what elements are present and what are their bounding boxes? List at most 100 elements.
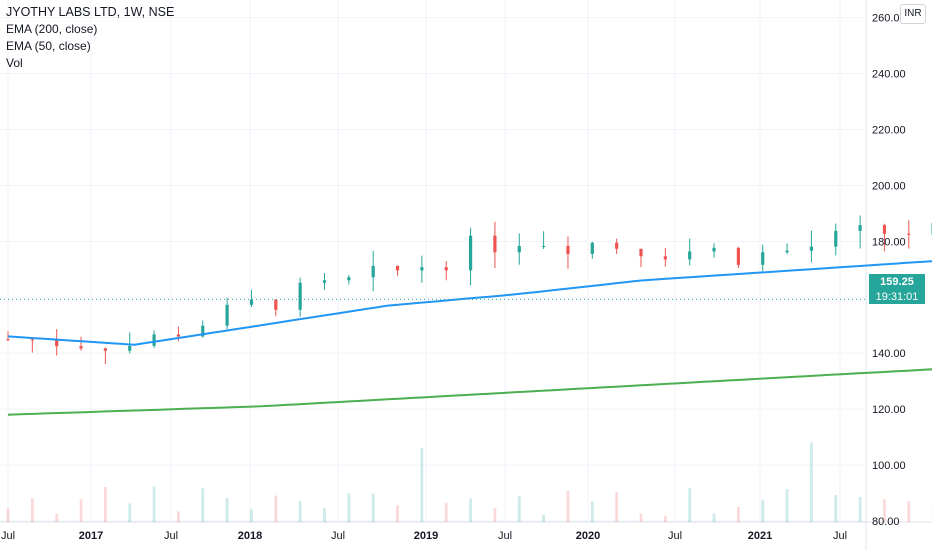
candle-body [444,267,448,271]
candle-body [688,251,692,260]
time-axis-label: Jul [668,530,682,542]
candle-body [176,334,181,337]
volume-bar [517,496,521,522]
volume-bar [542,514,546,522]
volume-bar [274,495,278,522]
candle-body [858,225,862,231]
candle-body [907,233,911,235]
time-axis-label: Jul [1,530,15,542]
volume-bar [663,515,667,522]
symbol-title[interactable]: JYOTHY LABS LTD, 1W, NSE [6,5,175,19]
candle-body [468,235,473,271]
volume-bar [712,513,716,522]
candle-body [347,277,351,281]
volume-bar [298,501,302,522]
candle-body [590,242,594,254]
volume-bar [79,499,83,522]
volume-bar [152,486,156,522]
volume-bar [883,499,886,522]
volume-bar [858,496,862,522]
candle-body [566,245,570,254]
candle-body [274,299,278,310]
ema200-line [7,368,932,416]
candle-body [249,299,254,305]
volume-bar [201,488,205,522]
volume-bar [444,502,448,522]
candle-body [395,265,400,271]
candle-body [298,282,302,310]
volume-bar [615,492,619,522]
candle-body [225,304,229,326]
volume-bar [420,447,424,522]
ema200-legend[interactable]: EMA (200, close) [6,22,98,36]
volume-bar [469,498,472,522]
candle-body [322,280,327,283]
bar-countdown-label: 19:31:01 [869,290,925,304]
ema50-legend[interactable]: EMA (50, close) [6,39,91,53]
candle-body [128,345,132,351]
ema50-line [7,260,932,346]
candle-body [420,267,424,271]
volume-bar [396,505,399,522]
candle-body [761,252,765,265]
volume-bar [590,501,594,522]
volume-legend[interactable]: Vol [6,56,23,70]
price-axis-label: 80.00 [872,516,900,528]
time-axis-label: 2020 [576,530,600,542]
candle-body [371,265,375,278]
candle-body [882,225,887,234]
volume-bar [785,489,789,522]
volume-bar [907,500,911,522]
volume-bar [761,499,765,522]
candle-body [30,339,34,341]
time-axis-label: Jul [833,530,847,542]
price-axis-label: 240.00 [872,69,906,81]
volume-bar [55,513,59,522]
volume-bar [103,486,107,522]
volume-bar [250,509,253,522]
volume-bar [493,508,497,522]
chart-legend: JYOTHY LABS LTD, 1W, NSE EMA (200, close… [6,4,174,72]
volume-bar [371,493,375,522]
volume-bar [834,494,838,522]
candle-body [493,235,497,253]
volume-bar [128,503,132,522]
volume-bar [6,508,10,522]
price-axis-label: 260.00 [872,13,906,25]
time-axis-label: Jul [164,530,178,542]
volume-bar [323,508,326,522]
candle-body [6,339,10,341]
candle-body [834,230,838,247]
candle-body [639,248,643,257]
price-axis-label: 180.00 [872,236,906,248]
time-axis-label: 2018 [238,530,262,542]
price-axis-label: 200.00 [872,180,906,192]
currency-badge[interactable]: INR [900,4,926,24]
price-axis-label: 140.00 [872,348,906,360]
volume-bar [639,513,643,522]
candle-body [542,245,546,247]
volume-bar [566,490,570,522]
volume-bar [688,488,692,522]
time-axis-label: 2017 [79,530,103,542]
time-axis-label: Jul [331,530,345,542]
candle-body [79,346,83,349]
candle-body [152,334,156,346]
candle-body [785,250,789,253]
candle-body [712,247,716,252]
volume-bar [736,506,740,522]
candle-body [736,247,740,265]
candle-body [103,348,107,351]
time-axis-label: 2019 [414,530,438,542]
volume-bar [30,498,34,522]
price-axis-label: 120.00 [872,404,906,416]
price-axis-label: 220.00 [872,124,906,136]
candle-body [663,256,667,260]
last-price-label: 159.25 [869,274,925,290]
candle-body [517,245,521,253]
candle-body [201,325,205,337]
price-axis-label: 100.00 [872,460,906,472]
candle-body [615,242,619,249]
candle-body [55,340,59,347]
